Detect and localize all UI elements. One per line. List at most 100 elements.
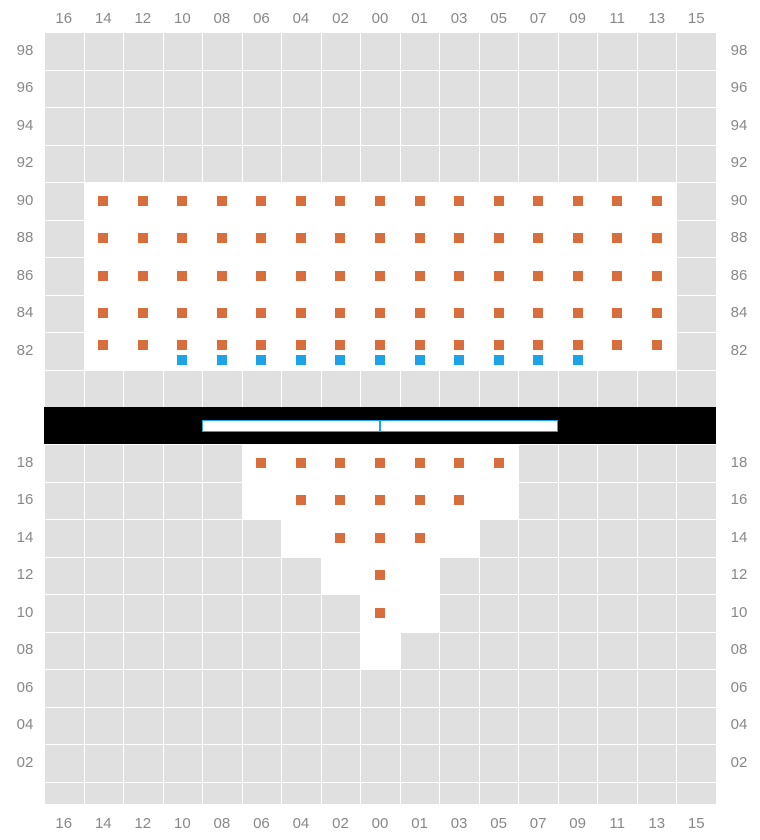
seat-cell[interactable]	[361, 633, 400, 670]
seat-marker[interactable]	[375, 355, 385, 365]
seat-marker[interactable]	[573, 271, 583, 281]
seat-marker[interactable]	[296, 233, 306, 243]
seat-marker[interactable]	[375, 608, 385, 618]
seat-marker[interactable]	[177, 308, 187, 318]
seat-marker[interactable]	[454, 308, 464, 318]
seat-marker[interactable]	[415, 271, 425, 281]
seat-marker[interactable]	[98, 271, 108, 281]
seat-marker[interactable]	[256, 271, 266, 281]
seat-marker[interactable]	[138, 340, 148, 350]
seat-marker[interactable]	[494, 196, 504, 206]
seat-marker[interactable]	[138, 196, 148, 206]
seat-marker[interactable]	[335, 355, 345, 365]
seat-marker[interactable]	[375, 233, 385, 243]
seat-marker[interactable]	[415, 533, 425, 543]
seat-marker[interactable]	[375, 570, 385, 580]
seat-marker[interactable]	[335, 458, 345, 468]
seat-marker[interactable]	[296, 458, 306, 468]
seat-marker[interactable]	[375, 458, 385, 468]
seat-marker[interactable]	[217, 308, 227, 318]
seat-marker[interactable]	[217, 233, 227, 243]
seat-cell[interactable]	[322, 558, 361, 595]
seat-marker[interactable]	[494, 233, 504, 243]
seat-cell[interactable]	[401, 558, 440, 595]
seat-marker[interactable]	[177, 196, 187, 206]
seat-marker[interactable]	[533, 233, 543, 243]
seat-marker[interactable]	[454, 271, 464, 281]
seat-marker[interactable]	[177, 233, 187, 243]
seat-marker[interactable]	[177, 355, 187, 365]
seat-marker[interactable]	[652, 196, 662, 206]
seat-cell[interactable]	[638, 333, 677, 370]
seat-marker[interactable]	[612, 233, 622, 243]
seat-marker[interactable]	[612, 196, 622, 206]
seat-marker[interactable]	[652, 340, 662, 350]
seat-marker[interactable]	[494, 355, 504, 365]
seat-marker[interactable]	[454, 233, 464, 243]
seat-marker[interactable]	[335, 340, 345, 350]
seat-marker[interactable]	[375, 340, 385, 350]
seat-marker[interactable]	[375, 308, 385, 318]
seat-marker[interactable]	[177, 340, 187, 350]
seat-marker[interactable]	[296, 308, 306, 318]
seat-marker[interactable]	[533, 355, 543, 365]
seat-marker[interactable]	[217, 355, 227, 365]
seat-marker[interactable]	[256, 340, 266, 350]
seat-marker[interactable]	[494, 271, 504, 281]
seat-marker[interactable]	[573, 308, 583, 318]
seat-marker[interactable]	[296, 340, 306, 350]
seat-marker[interactable]	[494, 458, 504, 468]
seat-marker[interactable]	[415, 196, 425, 206]
seat-marker[interactable]	[494, 308, 504, 318]
seat-marker[interactable]	[533, 196, 543, 206]
seat-marker[interactable]	[335, 308, 345, 318]
seat-marker[interactable]	[375, 196, 385, 206]
seat-marker[interactable]	[375, 533, 385, 543]
seat-marker[interactable]	[375, 495, 385, 505]
seat-marker[interactable]	[415, 308, 425, 318]
seat-cell[interactable]	[243, 483, 282, 520]
seat-marker[interactable]	[296, 495, 306, 505]
seat-marker[interactable]	[296, 355, 306, 365]
seat-marker[interactable]	[98, 340, 108, 350]
seat-marker[interactable]	[335, 196, 345, 206]
seat-marker[interactable]	[296, 271, 306, 281]
seat-marker[interactable]	[177, 271, 187, 281]
seat-marker[interactable]	[573, 196, 583, 206]
seat-marker[interactable]	[454, 355, 464, 365]
seat-marker[interactable]	[573, 233, 583, 243]
seat-marker[interactable]	[335, 271, 345, 281]
seat-cell[interactable]	[85, 333, 124, 370]
seat-marker[interactable]	[375, 271, 385, 281]
seat-marker[interactable]	[573, 355, 583, 365]
seat-marker[interactable]	[454, 495, 464, 505]
seat-marker[interactable]	[612, 271, 622, 281]
seat-marker[interactable]	[138, 271, 148, 281]
seat-cell[interactable]	[401, 595, 440, 632]
seat-marker[interactable]	[533, 308, 543, 318]
seat-marker[interactable]	[256, 233, 266, 243]
seat-marker[interactable]	[415, 355, 425, 365]
seat-marker[interactable]	[612, 340, 622, 350]
seat-marker[interactable]	[415, 233, 425, 243]
seat-marker[interactable]	[256, 458, 266, 468]
seat-marker[interactable]	[454, 458, 464, 468]
seat-marker[interactable]	[335, 233, 345, 243]
seat-marker[interactable]	[415, 340, 425, 350]
seat-marker[interactable]	[335, 533, 345, 543]
seat-marker[interactable]	[98, 308, 108, 318]
seat-marker[interactable]	[652, 308, 662, 318]
seat-marker[interactable]	[533, 271, 543, 281]
seat-marker[interactable]	[494, 340, 504, 350]
seat-marker[interactable]	[256, 308, 266, 318]
seat-marker[interactable]	[217, 340, 227, 350]
seat-cell[interactable]	[440, 520, 479, 557]
seat-marker[interactable]	[415, 495, 425, 505]
seat-marker[interactable]	[415, 458, 425, 468]
seat-marker[interactable]	[454, 340, 464, 350]
seat-marker[interactable]	[138, 308, 148, 318]
seat-marker[interactable]	[335, 495, 345, 505]
seat-marker[interactable]	[98, 196, 108, 206]
seat-cell[interactable]	[598, 333, 637, 370]
seat-marker[interactable]	[217, 196, 227, 206]
